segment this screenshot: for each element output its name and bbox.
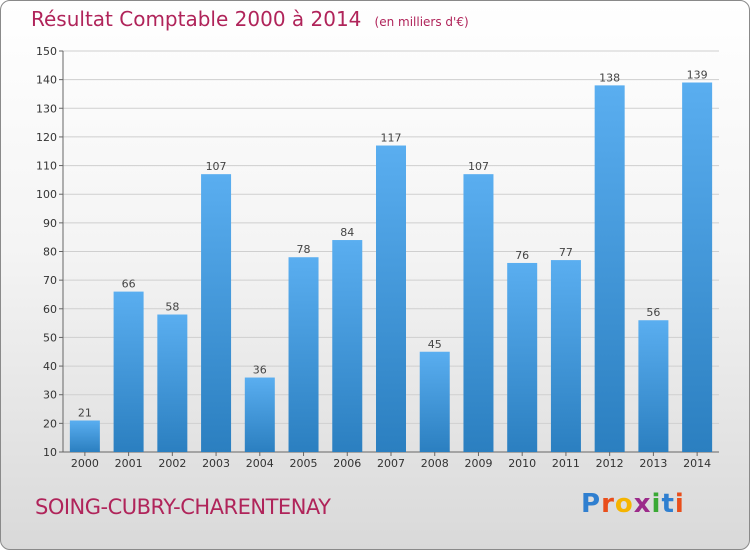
bar xyxy=(682,82,713,452)
bar-value-label: 66 xyxy=(122,278,136,291)
bar xyxy=(288,257,319,452)
x-tick-label: 2011 xyxy=(552,457,580,470)
y-tick-label: 20 xyxy=(43,417,57,430)
bar-value-label: 139 xyxy=(687,69,708,82)
bar-value-label: 107 xyxy=(206,160,227,173)
logo-letter: r xyxy=(601,489,615,519)
bar xyxy=(376,145,406,452)
bar xyxy=(638,320,669,452)
bar-value-label: 117 xyxy=(381,132,402,145)
bar xyxy=(332,240,363,452)
x-tick-label: 2014 xyxy=(683,457,711,470)
y-tick-label: 40 xyxy=(43,360,57,373)
y-tick-label: 50 xyxy=(43,331,57,344)
logo-letter: i xyxy=(651,489,662,519)
x-tick-label: 2008 xyxy=(421,457,449,470)
x-tick-label: 2001 xyxy=(115,457,143,470)
y-tick-label: 80 xyxy=(43,246,57,259)
bar xyxy=(463,174,494,452)
bar xyxy=(550,260,581,452)
y-tick-label: 30 xyxy=(43,389,57,402)
bar-value-label: 77 xyxy=(559,246,573,259)
bar-value-label: 138 xyxy=(599,71,620,84)
x-tick-label: 2013 xyxy=(639,457,667,470)
bar xyxy=(69,420,100,452)
y-tick-label: 10 xyxy=(43,446,57,459)
bar-value-label: 21 xyxy=(78,406,92,419)
logo-letter: P xyxy=(581,489,602,519)
logo-letter: x xyxy=(633,489,652,519)
bar xyxy=(507,262,538,452)
x-tick-label: 2006 xyxy=(333,457,361,470)
chart-unit-text: (en milliers d'€) xyxy=(374,15,469,29)
x-tick-label: 2005 xyxy=(290,457,318,470)
bar xyxy=(419,351,450,452)
y-tick-label: 70 xyxy=(43,274,57,287)
bar-value-label: 84 xyxy=(340,226,354,239)
logo-letter: o xyxy=(614,489,634,519)
y-tick-label: 110 xyxy=(36,160,57,173)
y-tick-label: 150 xyxy=(36,45,57,58)
y-tick-label: 60 xyxy=(43,303,57,316)
commune-name: SOING-CUBRY-CHARENTENAY xyxy=(35,495,331,519)
bar-value-label: 78 xyxy=(297,243,311,256)
y-tick-label: 130 xyxy=(36,102,57,115)
x-tick-label: 2012 xyxy=(596,457,624,470)
logo-letter: i xyxy=(674,489,685,519)
y-tick-label: 120 xyxy=(36,131,57,144)
bar-value-label: 36 xyxy=(253,364,267,377)
x-tick-label: 2000 xyxy=(71,457,99,470)
y-tick-label: 90 xyxy=(43,217,57,230)
x-tick-label: 2009 xyxy=(464,457,492,470)
x-tick-label: 2004 xyxy=(246,457,274,470)
x-tick-label: 2003 xyxy=(202,457,230,470)
bar xyxy=(157,314,188,452)
bar-value-label: 45 xyxy=(428,338,442,351)
y-tick-label: 140 xyxy=(36,74,57,87)
chart-title-text: Résultat Comptable 2000 à 2014 xyxy=(31,7,362,31)
bar xyxy=(594,85,625,452)
bar-value-label: 76 xyxy=(515,249,529,262)
logo-letter: t xyxy=(661,489,675,519)
bar xyxy=(244,377,275,452)
bar-value-label: 107 xyxy=(468,160,489,173)
x-tick-label: 2002 xyxy=(158,457,186,470)
chart-title: Résultat Comptable 2000 à 2014 (en milli… xyxy=(31,7,469,31)
bar-value-label: 58 xyxy=(165,301,179,314)
x-tick-label: 2010 xyxy=(508,457,536,470)
bar xyxy=(201,174,232,452)
x-tick-label: 2007 xyxy=(377,457,405,470)
proxiti-logo: Proxiti xyxy=(581,489,685,519)
y-tick-label: 100 xyxy=(36,188,57,201)
bar-value-label: 56 xyxy=(646,306,660,319)
bar xyxy=(113,291,144,452)
